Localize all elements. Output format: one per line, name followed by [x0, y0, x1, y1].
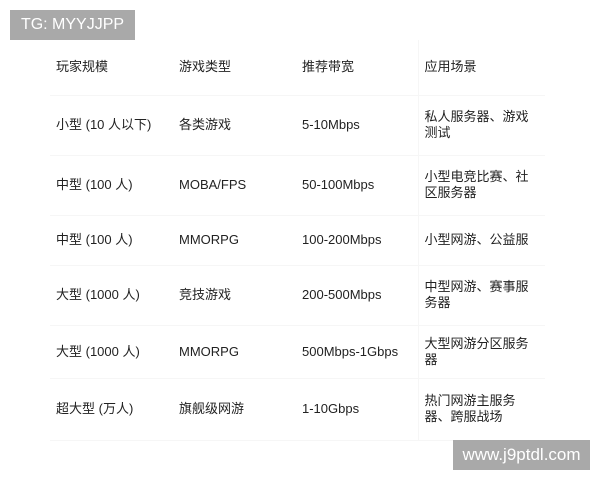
table-cell: 中型 (100 人)	[50, 155, 173, 216]
table-cell: 5-10Mbps	[296, 95, 418, 156]
column-header: 推荐带宽	[296, 40, 418, 96]
table-cell: MMORPG	[173, 215, 296, 266]
table-cell: 中型网游、赛事服务器	[417, 265, 545, 326]
table-cell: 200-500Mbps	[296, 265, 418, 326]
table-cell: 大型 (1000 人)	[50, 325, 173, 379]
table-cell: 小型 (10 人以下)	[50, 95, 173, 156]
table-cell: MOBA/FPS	[173, 155, 296, 216]
table-row: 小型 (10 人以下) 各类游戏 5-10Mbps 私人服务器、游戏测试	[50, 95, 545, 156]
table-row: 大型 (1000 人) 竞技游戏 200-500Mbps 中型网游、赛事服务器	[50, 265, 545, 326]
table-cell: 中型 (100 人)	[50, 215, 173, 266]
table-cell: 竞技游戏	[173, 265, 296, 326]
table-cell: 小型电竞比赛、社区服务器	[417, 155, 545, 216]
table-cell: 大型 (1000 人)	[50, 265, 173, 326]
table-row: 中型 (100 人) MMORPG 100-200Mbps 小型网游、公益服	[50, 215, 545, 266]
bandwidth-table: 玩家规模 游戏类型 推荐带宽 应用场景 小型 (10 人以下) 各类游戏 5-10Mbps 私…	[50, 40, 545, 441]
column-header: 玩家规模	[50, 40, 173, 96]
watermark-top-left: TG: MYYJJPP	[10, 10, 135, 40]
table-row: 大型 (1000 人) MMORPG 500Mbps-1Gbps 大型网游分区服务器	[50, 325, 545, 379]
table-cell: 大型网游分区服务器	[417, 325, 545, 379]
table-cell: MMORPG	[173, 325, 296, 379]
table-cell: 小型网游、公益服	[417, 215, 545, 266]
watermark-bottom-right: www.j9ptdl.com	[453, 440, 590, 470]
table-cell: 1-10Gbps	[296, 378, 418, 441]
table-cell: 私人服务器、游戏测试	[417, 95, 545, 156]
table-cell: 500Mbps-1Gbps	[296, 325, 418, 379]
table-header-row: 玩家规模 游戏类型 推荐带宽 应用场景	[50, 40, 545, 96]
table-cell: 旗舰级网游	[173, 378, 296, 441]
table-row: 超大型 (万人) 旗舰级网游 1-10Gbps 热门网游主服务器、跨服战场	[50, 378, 545, 441]
table-cell: 100-200Mbps	[296, 215, 418, 266]
table-cell: 50-100Mbps	[296, 155, 418, 216]
table-cell: 热门网游主服务器、跨服战场	[417, 378, 545, 441]
column-header: 应用场景	[417, 40, 545, 96]
table-cell: 超大型 (万人)	[50, 378, 173, 441]
column-header: 游戏类型	[173, 40, 296, 96]
table-cell: 各类游戏	[173, 95, 296, 156]
table-row: 中型 (100 人) MOBA/FPS 50-100Mbps 小型电竞比赛、社区服务器	[50, 155, 545, 216]
